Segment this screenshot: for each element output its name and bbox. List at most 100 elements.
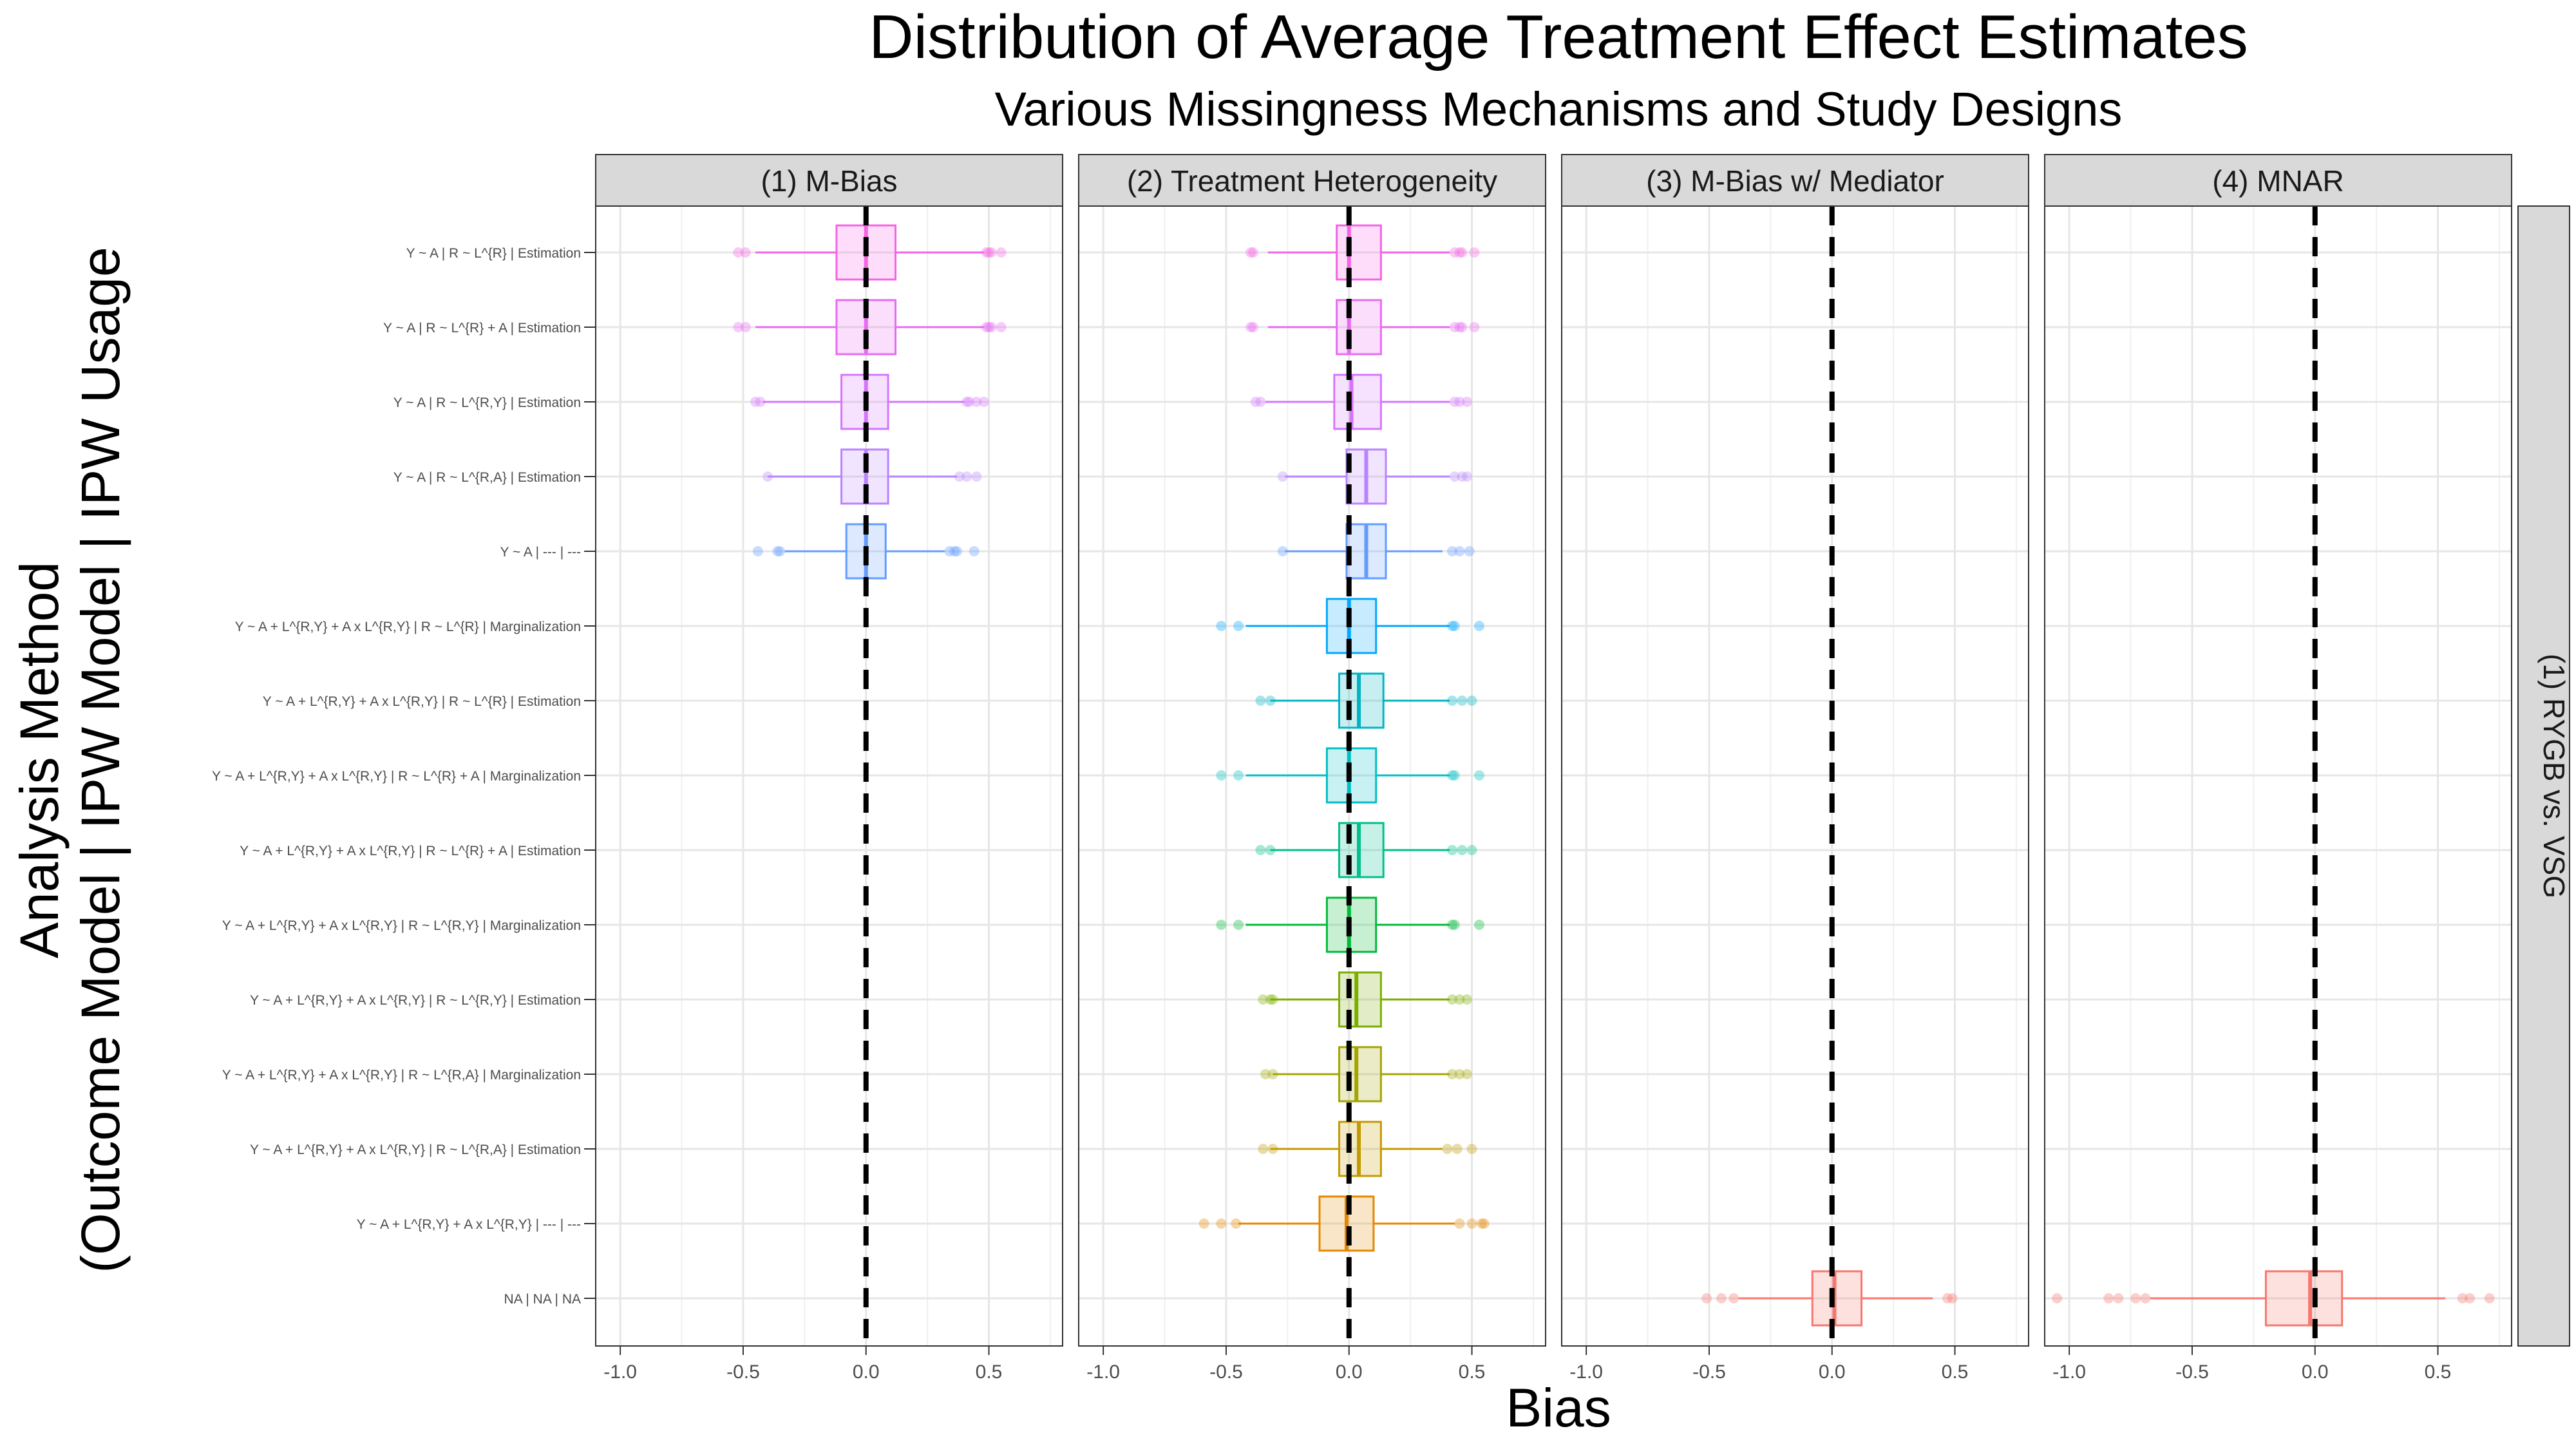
outlier-point	[750, 397, 761, 407]
outlier-point	[2103, 1293, 2114, 1303]
panel-border	[595, 205, 1063, 1347]
outlier-point	[1449, 920, 1460, 930]
x-tick-label: 0.0	[1819, 1361, 1846, 1383]
outlier-point	[1701, 1293, 1712, 1303]
outlier-point	[1457, 471, 1468, 482]
outlier-point	[1447, 696, 1457, 706]
outlier-point	[1447, 994, 1457, 1005]
outlier-point	[1466, 696, 1477, 706]
y-tick-label: Y ~ A + L^{R,Y} + A x L^{R,Y} | R ~ L^{R…	[250, 993, 581, 1008]
outlier-point	[1216, 920, 1227, 930]
outlier-point	[772, 546, 783, 556]
panel-strip	[1561, 154, 2029, 207]
outlier-point	[1258, 994, 1269, 1005]
outlier-point	[1449, 471, 1460, 482]
y-tick-label: Y ~ A | R ~ L^{R} + A | Estimation	[383, 321, 581, 336]
box	[1336, 299, 1382, 355]
outlier-point	[1216, 621, 1227, 631]
box	[1333, 374, 1382, 430]
outlier-point	[1267, 994, 1278, 1005]
outlier-point	[1255, 845, 1266, 855]
y-tick-label: Y ~ A + L^{R,Y} + A x L^{R,Y} | R ~ L^{R…	[263, 694, 581, 709]
outlier-point	[1265, 845, 1276, 855]
panel-strip-label: (1) M-Bias	[761, 164, 897, 198]
outlier-point	[1464, 546, 1475, 556]
outlier-point	[1447, 845, 1457, 855]
outlier-point	[981, 322, 992, 332]
outlier-point	[1466, 1218, 1477, 1229]
panel-strip-label: (4) MNAR	[2212, 164, 2344, 198]
outlier-point	[1245, 247, 1256, 258]
x-tick-label: 0.5	[1459, 1361, 1486, 1383]
y-tick-label: Y ~ A + L^{R,Y} + A x L^{R,Y} | R ~ L^{R…	[222, 918, 581, 933]
boxplot	[1701, 1270, 1958, 1327]
outlier-point	[1267, 1144, 1278, 1154]
x-tick-label: -1.0	[603, 1361, 637, 1383]
outlier-point	[1454, 1218, 1465, 1229]
outlier-point	[1247, 322, 1258, 332]
outlier-point	[1947, 1293, 1958, 1303]
outlier-point	[1245, 322, 1256, 332]
outlier-point	[1447, 546, 1457, 556]
y-tick-label: Y ~ A + L^{R,Y} + A x L^{R,Y} | R ~ L^{R…	[222, 1068, 581, 1083]
outlier-point	[981, 247, 992, 258]
chart-subtitle: Various Missingness Mechanisms and Study…	[995, 82, 2123, 136]
outlier-point	[1728, 1293, 1739, 1303]
outlier-point	[971, 397, 982, 407]
outlier-point	[1473, 920, 1484, 930]
y-tick-label: Y ~ A + L^{R,Y} + A x L^{R,Y} | R ~ L^{R…	[235, 620, 581, 634]
outlier-point	[2052, 1293, 2063, 1303]
outlier-point	[971, 471, 982, 482]
outlier-point	[1457, 696, 1468, 706]
outlier-point	[1457, 247, 1468, 258]
outlier-point	[1447, 621, 1457, 631]
outlier-point	[1461, 1069, 1472, 1079]
outlier-point	[1449, 322, 1460, 332]
outlier-point	[1233, 920, 1244, 930]
x-tick-label: 0.5	[2425, 1361, 2452, 1383]
outlier-point	[1457, 845, 1468, 855]
outlier-point	[2140, 1293, 2151, 1303]
outlier-point	[1265, 696, 1276, 706]
panel-strip-label: (3) M-Bias w/ Mediator	[1646, 164, 1944, 198]
outlier-point	[1265, 994, 1276, 1005]
boxplot	[1258, 971, 1472, 1028]
outlier-point	[1449, 621, 1460, 631]
panel-strip	[595, 154, 1063, 207]
outlier-point	[986, 247, 997, 258]
panel-border	[1561, 205, 2029, 1347]
outlier-point	[1469, 322, 1480, 332]
outlier-point	[2484, 1293, 2495, 1303]
plot-area: Y ~ A | R ~ L^{R} | Estimation Y ~ A | R …	[212, 154, 2571, 1383]
outlier-point	[1233, 621, 1244, 631]
outlier-point	[755, 397, 766, 407]
outlier-point	[983, 247, 994, 258]
x-tick-label: -1.0	[2052, 1361, 2086, 1383]
outlier-point	[1255, 397, 1266, 407]
outlier-point	[1216, 770, 1227, 781]
outlier-point	[1447, 770, 1457, 781]
outlier-point	[951, 546, 962, 556]
outlier-point	[969, 546, 980, 556]
outlier-point	[2130, 1293, 2141, 1303]
outlier-point	[1942, 1293, 1953, 1303]
outlier-point	[978, 397, 989, 407]
outlier-point	[775, 546, 786, 556]
outlier-point	[949, 546, 960, 556]
x-tick-label: -0.5	[2175, 1361, 2209, 1383]
outlier-point	[954, 471, 965, 482]
chart-title: Distribution of Average Treatment Effect…	[869, 3, 2248, 71]
box	[1338, 822, 1385, 878]
outlier-point	[964, 397, 974, 407]
outlier-point	[996, 247, 1007, 258]
x-tick-label: -1.0	[1569, 1361, 1603, 1383]
outlier-point	[1250, 397, 1261, 407]
y-tick-label: NA | NA | NA	[504, 1292, 581, 1307]
outlier-point	[1466, 1144, 1477, 1154]
y-tick-label: Y ~ A | R ~ L^{R,A} | Estimation	[393, 470, 581, 485]
outlier-point	[996, 322, 1007, 332]
x-tick-label: -0.5	[1692, 1361, 1726, 1383]
outlier-point	[961, 397, 972, 407]
boxplot	[1277, 448, 1472, 505]
outlier-point	[1469, 247, 1480, 258]
